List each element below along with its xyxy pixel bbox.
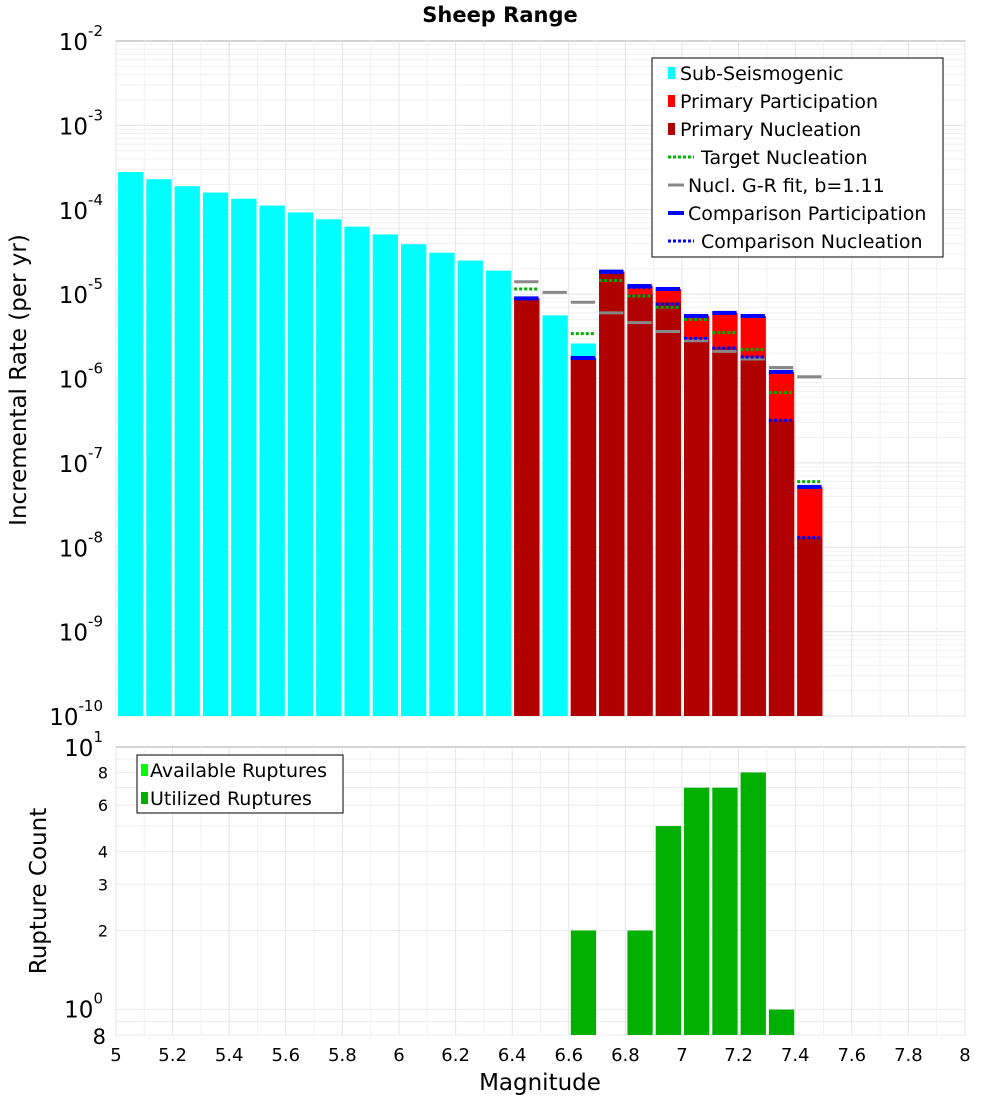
rate-legend-box	[651, 57, 944, 258]
x-tick-label: 5.6	[271, 1045, 300, 1066]
rate-line-marks	[514, 269, 822, 540]
x-tick-label: 6.4	[498, 1045, 527, 1066]
sub-seismogenic-bar	[259, 205, 285, 716]
x-axis-label: Magnitude	[479, 1070, 601, 1096]
primary-nucleation-bar	[684, 338, 710, 716]
rate-y-tick-label: 10-3	[59, 106, 103, 140]
x-tick-label: 8	[959, 1045, 970, 1066]
sub-seismogenic-bar	[174, 186, 200, 716]
sub-seismogenic-bar	[287, 212, 314, 717]
x-tick-label: 5	[110, 1045, 121, 1066]
rate-y-tick-label: 10-8	[59, 528, 103, 562]
rate-legend-label: Target Nucleation	[700, 147, 868, 169]
x-tick-label: 5.4	[215, 1045, 244, 1066]
rupture-y-major-label: 101	[64, 728, 103, 762]
primary-nucleation-bar	[514, 298, 540, 716]
rupture-y-major-label: 100	[64, 990, 103, 1024]
rupture-y-tick-label: 8	[98, 763, 108, 782]
rate-y-tick-labels: 10-10 10-9 10-8 10-7 10-6 10-5 10-4 10-3 10-2	[49, 22, 103, 731]
rupture-legend-box	[136, 754, 344, 814]
rupture-gridlines	[115, 747, 966, 1036]
rate-y-tick-label: 10-5	[59, 275, 103, 309]
utilized-ruptures-bar	[684, 787, 710, 1035]
rupture-legend-label: Utilized Ruptures	[150, 788, 312, 810]
utilized-ruptures-legend-swatch	[141, 792, 148, 804]
rate-legend-label: Sub-Seismogenic	[680, 63, 844, 85]
x-tick-label: 7	[676, 1045, 687, 1066]
rate-legend-label: Comparison Participation	[688, 203, 926, 225]
x-tick-label: 6	[393, 1045, 404, 1066]
utilized-ruptures-bar	[712, 787, 738, 1035]
rupture-y-tick-label: 4	[98, 842, 108, 861]
x-tick-label: 7.8	[894, 1045, 923, 1066]
rupture-legend-label: Available Ruptures	[150, 760, 327, 782]
x-tick-label: 6.8	[611, 1045, 640, 1066]
utilized-ruptures-bar	[570, 930, 597, 1035]
x-tick-label: 6.2	[441, 1045, 470, 1066]
primary-participation-legend-swatch	[668, 95, 675, 107]
sub-seismogenic-legend-swatch	[668, 67, 675, 79]
utilized-ruptures-bar	[740, 772, 766, 1035]
rate-legend-label: Primary Nucleation	[680, 119, 861, 141]
rate-y-axis-label: Incremental Rate (per yr)	[6, 234, 32, 526]
available-ruptures-legend-swatch	[141, 764, 148, 776]
primary-nucleation-bar	[712, 347, 738, 716]
rate-legend: Sub-Seismogenic Primary Participation Prim…	[651, 57, 944, 258]
rupture-y-tick-label: 3	[98, 875, 108, 894]
rupture-y-tick-label: 6	[98, 796, 108, 815]
rupture-y-tick-label: 2	[98, 922, 108, 941]
utilized-ruptures-bar	[768, 1009, 795, 1035]
rate-y-tick-label: 10-10	[49, 697, 103, 731]
x-tick-labels: 5 5.2 5.4 5.6 5.8 6 6.2 6.4 6.6 6.8 7 7.2 7.4 7.6 7.8 8	[110, 1045, 970, 1066]
primary-nucleation-legend-swatch	[668, 123, 675, 135]
rate-y-tick-label: 10-9	[59, 613, 103, 647]
rate-legend-label: Comparison Nucleation	[701, 231, 923, 253]
primary-nucleation-bar	[797, 537, 823, 716]
sub-seismogenic-bar	[457, 260, 483, 716]
rupture-legend: Available Ruptures Utilized Ruptures	[136, 754, 344, 814]
primary-nucleation-bar	[570, 357, 597, 716]
sub-seismogenic-bar	[316, 219, 342, 717]
chart-title: Sheep Range	[422, 3, 577, 27]
sub-seismogenic-bar	[344, 226, 370, 716]
primary-nucleation-bar	[627, 294, 653, 716]
x-tick-label: 6.6	[554, 1045, 583, 1066]
x-tick-label: 5.2	[158, 1045, 187, 1066]
sub-seismogenic-bar	[118, 172, 144, 716]
rupture-y-axis-label: Rupture Count	[26, 808, 52, 974]
sub-seismogenic-bar	[401, 244, 427, 717]
sub-seismogenic-bar	[542, 315, 568, 716]
rate-y-tick-label: 10-4	[59, 191, 103, 225]
primary-nucleation-bar	[599, 271, 625, 716]
primary-nucleation-bar	[768, 420, 795, 716]
utilized-ruptures-bar	[655, 826, 681, 1035]
rate-y-tick-label: 10-6	[59, 360, 103, 394]
sub-seismogenic-bar	[202, 192, 229, 717]
rate-panel: 10-10 10-9 10-8 10-7 10-6 10-5 10-4 10-3 10-2 In…	[6, 22, 966, 731]
utilized-ruptures-bar	[627, 930, 653, 1035]
sub-seismogenic-bar	[146, 179, 172, 716]
sub-seismogenic-bar	[429, 252, 455, 716]
sub-seismogenic-bar	[372, 234, 398, 716]
rate-y-tick-label: 10-2	[59, 22, 103, 56]
rate-legend-label: Nucl. G-R fit, b=1.11	[688, 175, 885, 197]
primary-nucleation-bar	[740, 356, 766, 716]
sub-seismogenic-bar	[485, 270, 512, 716]
x-tick-label: 7.4	[781, 1045, 810, 1066]
sub-seismogenic-bar	[231, 198, 257, 717]
rupture-y-tick-label: 8	[93, 1025, 106, 1049]
x-tick-label: 7.6	[837, 1045, 866, 1066]
rate-bars	[118, 172, 823, 717]
rupture-bars	[570, 772, 795, 1035]
rate-y-tick-label: 10-7	[59, 444, 103, 478]
primary-nucleation-bar	[655, 302, 681, 716]
x-tick-label: 5.8	[328, 1045, 357, 1066]
x-tick-label: 7.2	[724, 1045, 753, 1066]
rate-legend-label: Primary Participation	[680, 91, 878, 113]
